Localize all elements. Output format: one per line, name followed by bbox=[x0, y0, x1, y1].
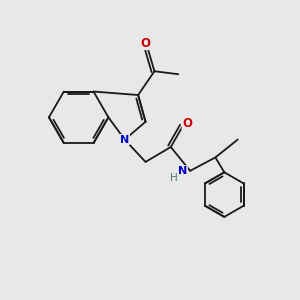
Text: H: H bbox=[170, 173, 178, 183]
Text: O: O bbox=[140, 37, 151, 50]
Text: N: N bbox=[120, 135, 129, 145]
Text: O: O bbox=[182, 117, 192, 130]
Text: N: N bbox=[178, 166, 187, 176]
